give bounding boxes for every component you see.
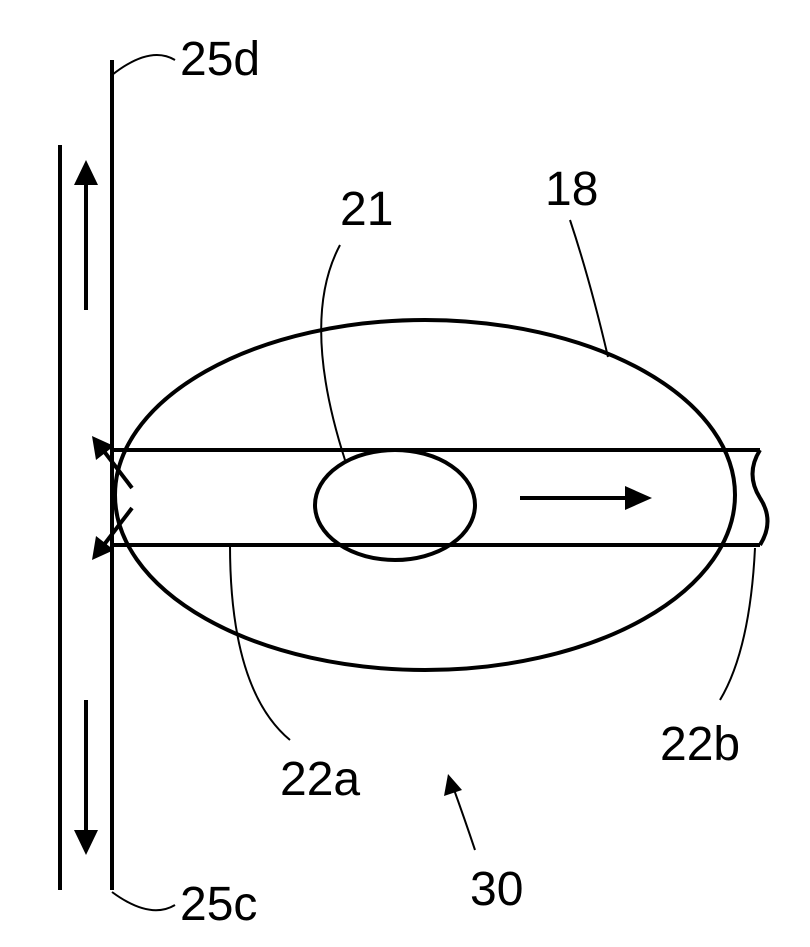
leader-21 [321,245,345,460]
label-25c: 25c [180,878,257,931]
label-22a: 22a [280,753,360,806]
label-22b: 22b [660,718,740,771]
leader-18 [570,220,608,357]
technical-diagram: 25d 25c 18 21 22a 22b 30 [0,0,810,947]
leader-30 [444,774,475,850]
leader-22b [720,548,755,700]
arrow-up [74,160,98,310]
label-30: 30 [470,863,523,916]
arrow-right [520,486,652,510]
break-mark [753,450,768,545]
label-18: 18 [545,163,598,216]
label-21: 21 [340,183,393,236]
leader-25d [112,55,175,75]
leader-25c [112,892,175,910]
arrow-down [74,700,98,855]
label-25d: 25d [180,33,260,86]
